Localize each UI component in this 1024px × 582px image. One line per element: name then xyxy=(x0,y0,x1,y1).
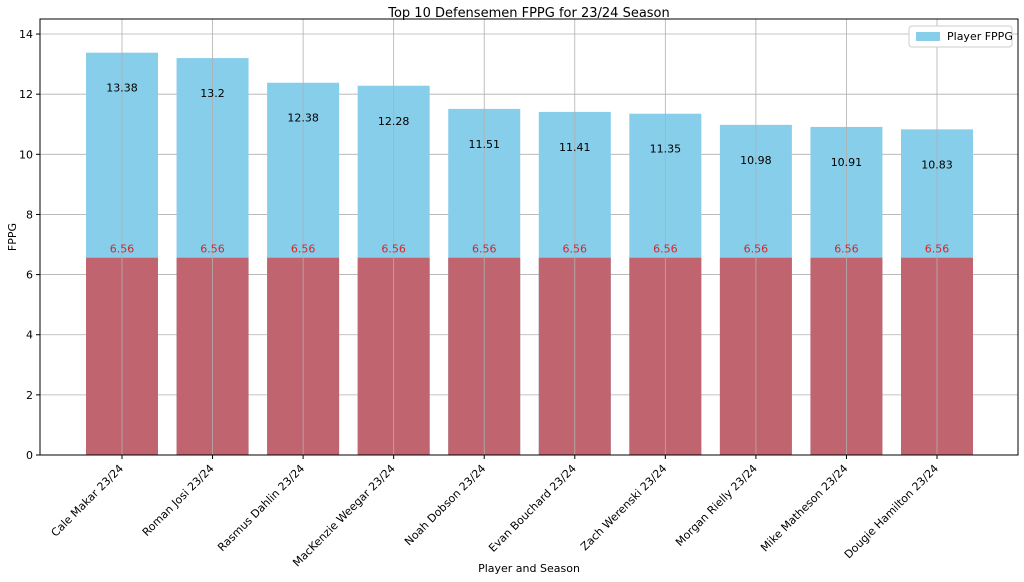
bar-value-label: 12.28 xyxy=(378,115,410,128)
legend: Player FPPG xyxy=(908,25,1013,48)
bar-value-label-series-2: 6.56 xyxy=(834,243,859,256)
plot-frame xyxy=(39,18,1019,456)
y-tick-label: 8 xyxy=(26,208,33,221)
x-tick-label: Morgan Rielly 23/24 xyxy=(673,462,760,549)
bar-value-label: 11.41 xyxy=(559,141,591,154)
bar-value-label-series-2: 6.56 xyxy=(110,243,135,256)
y-tick-label: 10 xyxy=(19,148,33,161)
bar-value-label: 10.98 xyxy=(740,154,772,167)
bar-value-label: 10.83 xyxy=(921,158,953,171)
legend-entry-player-fppg: Player FPPG xyxy=(947,30,1013,43)
bar-value-label: 13.2 xyxy=(200,87,225,100)
y-tick-label: 12 xyxy=(19,88,33,101)
bar-value-label: 11.35 xyxy=(650,143,682,156)
bar-value-label-series-2: 6.56 xyxy=(381,243,406,256)
bar-value-label: 11.51 xyxy=(468,138,500,151)
bar-value-label-series-2: 6.56 xyxy=(472,243,497,256)
x-tick-label: Noah Dobson 23/24 xyxy=(402,462,488,548)
x-tick-label: Evan Bouchard 23/24 xyxy=(486,462,579,555)
x-tick-label: Roman Josi 23/24 xyxy=(140,462,217,539)
bar-value-label-series-2: 6.56 xyxy=(291,243,316,256)
bar-value-label: 10.91 xyxy=(831,156,863,169)
y-axis-label: FPPG xyxy=(6,223,19,251)
x-axis-label: Player and Season xyxy=(478,562,580,575)
x-tick-label: Mike Matheson 23/24 xyxy=(758,462,850,554)
bar-value-label: 13.38 xyxy=(106,82,138,95)
x-tick-label: MacKenzie Weegar 23/24 xyxy=(290,462,397,569)
chart-title: Top 10 Defensemen FPPG for 23/24 Season xyxy=(387,6,670,21)
y-tick-label: 0 xyxy=(26,449,33,462)
legend-swatch xyxy=(916,32,940,41)
x-tick-label: Rasmus Dahlin 23/24 xyxy=(215,462,307,554)
y-tick-label: 14 xyxy=(19,28,33,41)
bar-value-label: 12.38 xyxy=(287,112,319,125)
bar-value-label-series-2: 6.56 xyxy=(653,243,678,256)
y-tick-label: 2 xyxy=(26,389,33,402)
x-tick-label: Dougie Hamilton 23/24 xyxy=(842,462,941,561)
bar-value-label-series-2: 6.56 xyxy=(200,243,225,256)
bar-value-label-series-2: 6.56 xyxy=(925,243,950,256)
y-tick-label: 4 xyxy=(26,329,33,342)
bar-value-label-series-2: 6.56 xyxy=(563,243,588,256)
y-axis-ticks: 0 2 4 6 8 10 12 14 xyxy=(19,28,40,462)
bar-value-label-series-2: 6.56 xyxy=(744,243,769,256)
y-tick-label: 6 xyxy=(26,269,33,282)
legend-box xyxy=(908,25,1013,48)
x-tick-label: Cale Makar 23/24 xyxy=(49,462,127,540)
x-tick-label: Zach Werenski 23/24 xyxy=(578,462,669,553)
bar-labels: 13.38 6.56 13.2 6.56 12.38 6.56 12.28 6.56 11.51… xyxy=(106,19,953,455)
